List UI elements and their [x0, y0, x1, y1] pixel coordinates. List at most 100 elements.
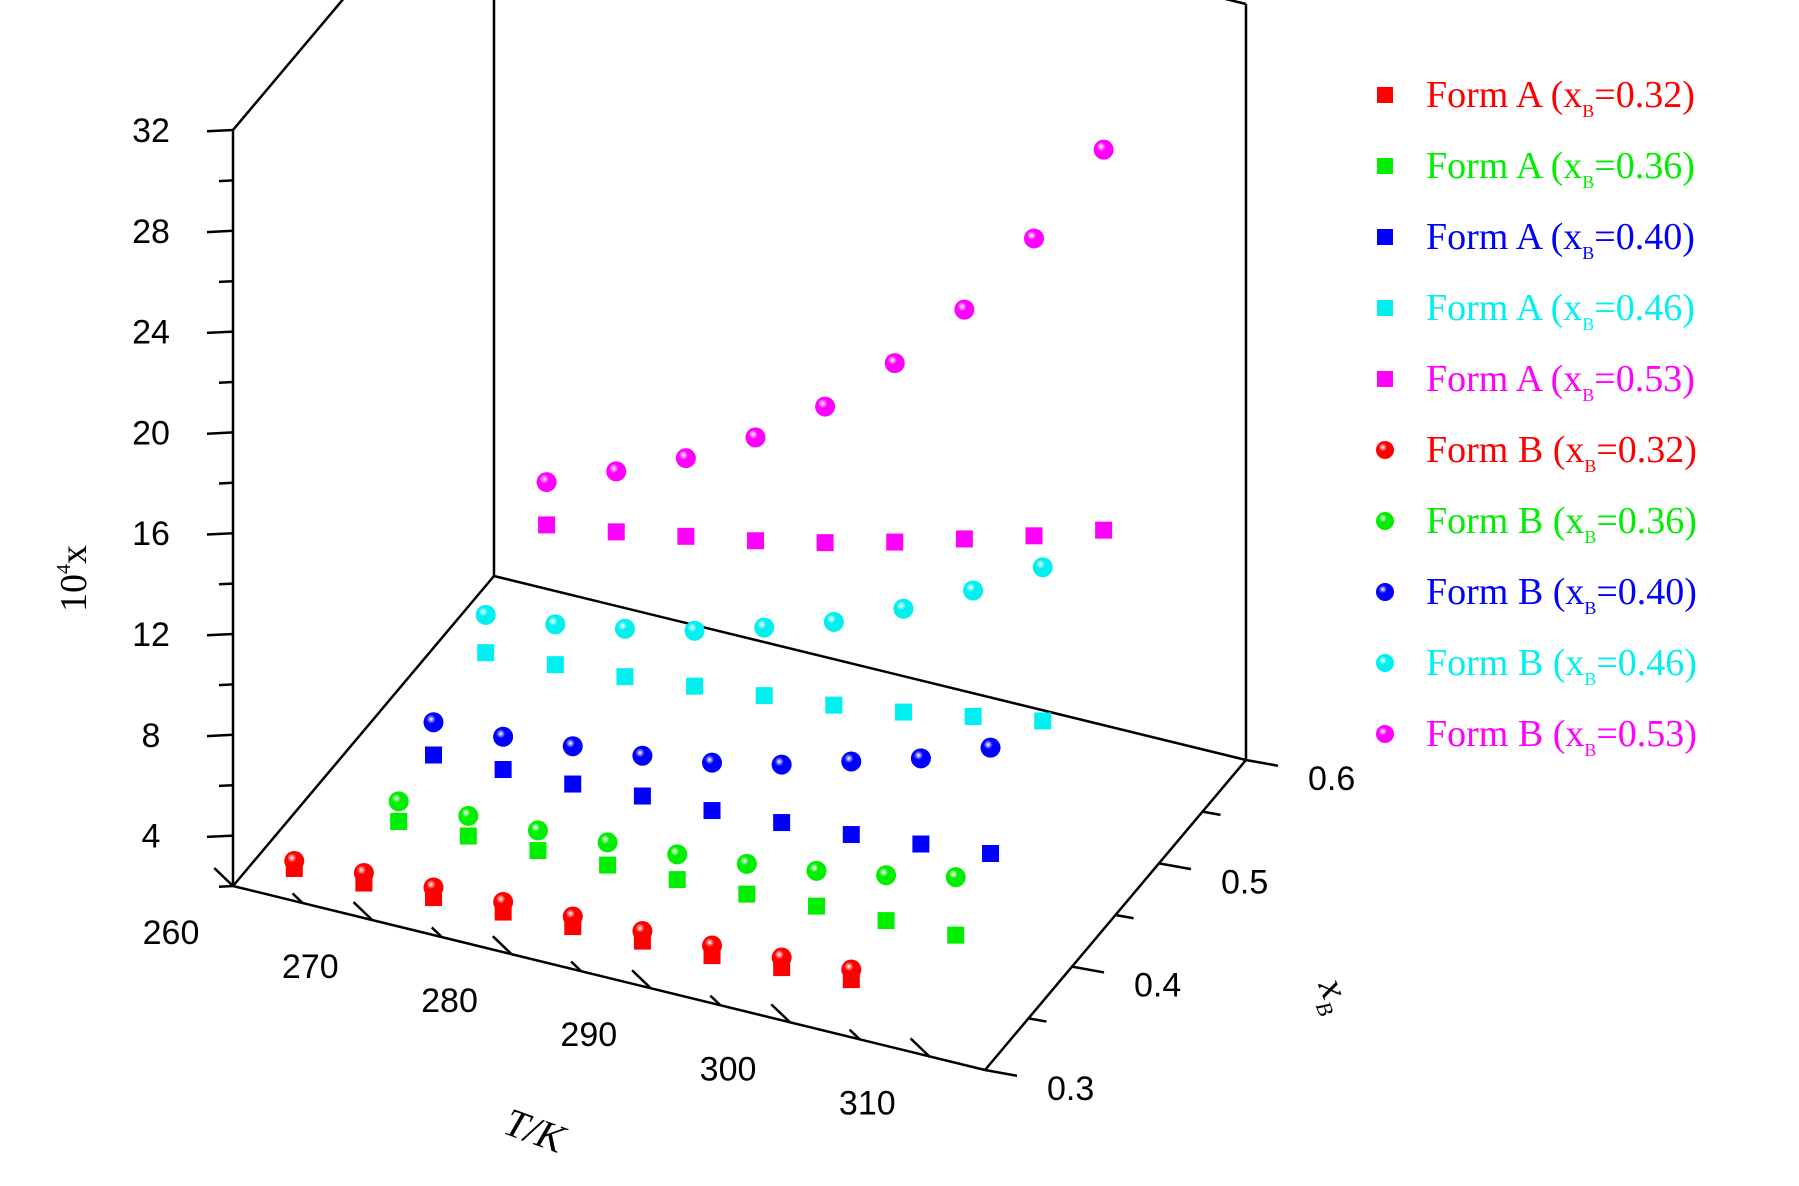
marker-form-a-046-298.15: [894, 703, 912, 721]
marker-form-a-046-278.15: [616, 668, 634, 686]
marker-form-a-036-308.15: [947, 926, 965, 944]
x-tick: [213, 867, 234, 887]
marker-form-b-046-308.15: [1032, 557, 1053, 578]
marker-form-a-046-288.15: [755, 687, 773, 705]
marker-form-a-036-268.15: [390, 813, 408, 831]
y-tick: [984, 1068, 1018, 1077]
z-tick: [218, 582, 234, 586]
marker-form-b-036-303.15: [876, 865, 897, 886]
marker-form-b-032-283.15: [562, 906, 583, 927]
z-tick-label: 20: [132, 414, 170, 452]
left-wall-top-edge: [232, 0, 345, 131]
z-tick-label: 24: [132, 314, 170, 352]
marker-form-b-053-283.15: [745, 427, 766, 448]
marker-form-a-04-283.15: [633, 787, 651, 805]
marker-form-b-053-298.15: [954, 299, 975, 320]
legend: Form A (xB=0.32) Form A (xB=0.36) Form A (…: [1376, 74, 1697, 760]
z-tick: [218, 683, 234, 687]
z-tick: [206, 834, 234, 839]
x-tick-label: 260: [143, 914, 200, 952]
marker-form-a-046-273.15: [546, 656, 564, 674]
y-tick: [1071, 965, 1105, 974]
x-tick: [291, 892, 304, 904]
legend-sphere-marker: [1376, 725, 1394, 743]
marker-form-a-053-278.15: [677, 527, 695, 545]
marker-form-a-04-308.15: [982, 844, 1000, 862]
legend-entry: Form A (xB=0.32): [1377, 74, 1695, 121]
marker-form-b-036-278.15: [527, 820, 548, 841]
data-markers: [284, 139, 1114, 989]
axis-ticks: [206, 128, 1279, 1077]
legend-square-marker: [1377, 371, 1393, 387]
y-tick: [1158, 862, 1192, 871]
marker-form-b-032-303.15: [841, 959, 862, 980]
legend-sphere-marker: [1376, 583, 1394, 601]
marker-form-a-036-303.15: [877, 912, 895, 930]
marker-form-a-04-273.15: [494, 761, 512, 779]
legend-entry: Form B (xB=0.46): [1376, 642, 1697, 689]
y-tick-label: 0.3: [1047, 1070, 1094, 1108]
marker-form-a-053-293.15: [886, 533, 904, 551]
marker-form-b-046-293.15: [823, 611, 844, 632]
marker-form-b-032-278.15: [493, 891, 514, 912]
y-tick-label: 0.5: [1221, 863, 1268, 901]
z-tick-label: 8: [142, 717, 161, 755]
marker-form-b-046-283.15: [684, 620, 705, 641]
marker-form-a-04-293.15: [773, 814, 791, 832]
marker-form-b-053-278.15: [675, 448, 696, 469]
marker-form-a-036-283.15: [599, 856, 617, 874]
x-tick-label: 270: [282, 948, 339, 986]
y-tick: [1028, 1017, 1047, 1023]
y-tick: [1245, 758, 1279, 767]
z-tick-label: 4: [142, 818, 161, 856]
legend-square-marker: [1377, 158, 1393, 174]
legend-sphere-marker: [1376, 654, 1394, 672]
legend-label: Form A (xB=0.53): [1426, 358, 1695, 405]
marker-form-a-046-293.15: [825, 696, 843, 714]
z-tick: [206, 128, 234, 133]
marker-form-b-032-273.15: [423, 877, 444, 898]
marker-form-a-053-283.15: [746, 532, 764, 550]
z-tick: [218, 179, 234, 183]
legend-entry: Form B (xB=0.40): [1376, 571, 1697, 618]
x-tick: [709, 994, 722, 1007]
legend-label: Form B (xB=0.53): [1426, 713, 1697, 760]
legend-entry: Form A (xB=0.53): [1377, 358, 1695, 405]
marker-form-b-036-308.15: [945, 867, 966, 888]
legend-entry: Form A (xB=0.40): [1377, 216, 1695, 263]
z-tick: [218, 783, 234, 788]
x-tick: [770, 1003, 791, 1024]
marker-form-b-053-303.15: [1024, 228, 1045, 249]
marker-form-a-036-278.15: [529, 842, 547, 860]
marker-form-b-046-278.15: [614, 618, 635, 639]
x-tick: [631, 969, 652, 990]
marker-form-b-04-308.15: [980, 737, 1001, 758]
legend-label: Form B (xB=0.46): [1426, 642, 1697, 689]
z-axis-title: 104x: [53, 545, 95, 612]
marker-form-a-04-268.15: [424, 746, 442, 764]
x-tick: [491, 935, 513, 956]
legend-label: Form A (xB=0.40): [1426, 216, 1695, 263]
marker-form-b-04-293.15: [771, 754, 792, 775]
x-tick: [848, 1028, 861, 1041]
legend-label: Form B (xB=0.36): [1426, 500, 1697, 547]
marker-form-b-04-283.15: [632, 745, 653, 766]
legend-entry: Form B (xB=0.53): [1376, 713, 1697, 760]
z-tick: [218, 884, 234, 888]
marker-form-a-036-288.15: [668, 871, 686, 889]
marker-form-a-046-308.15: [1034, 712, 1052, 730]
legend-label: Form B (xB=0.40): [1426, 571, 1697, 618]
legend-square-marker: [1377, 300, 1393, 316]
z-tick-label: 28: [132, 213, 170, 251]
marker-form-b-036-288.15: [667, 844, 688, 865]
z-tick: [206, 330, 234, 335]
marker-form-b-04-268.15: [423, 712, 444, 733]
x-tick-label: 280: [421, 982, 478, 1020]
marker-form-b-046-268.15: [475, 604, 496, 625]
marker-form-b-04-303.15: [910, 748, 931, 769]
marker-form-b-032-288.15: [632, 921, 653, 942]
z-tick: [218, 279, 234, 284]
marker-form-b-036-293.15: [736, 853, 757, 874]
z-tick: [206, 733, 234, 738]
marker-form-b-046-288.15: [754, 617, 775, 638]
